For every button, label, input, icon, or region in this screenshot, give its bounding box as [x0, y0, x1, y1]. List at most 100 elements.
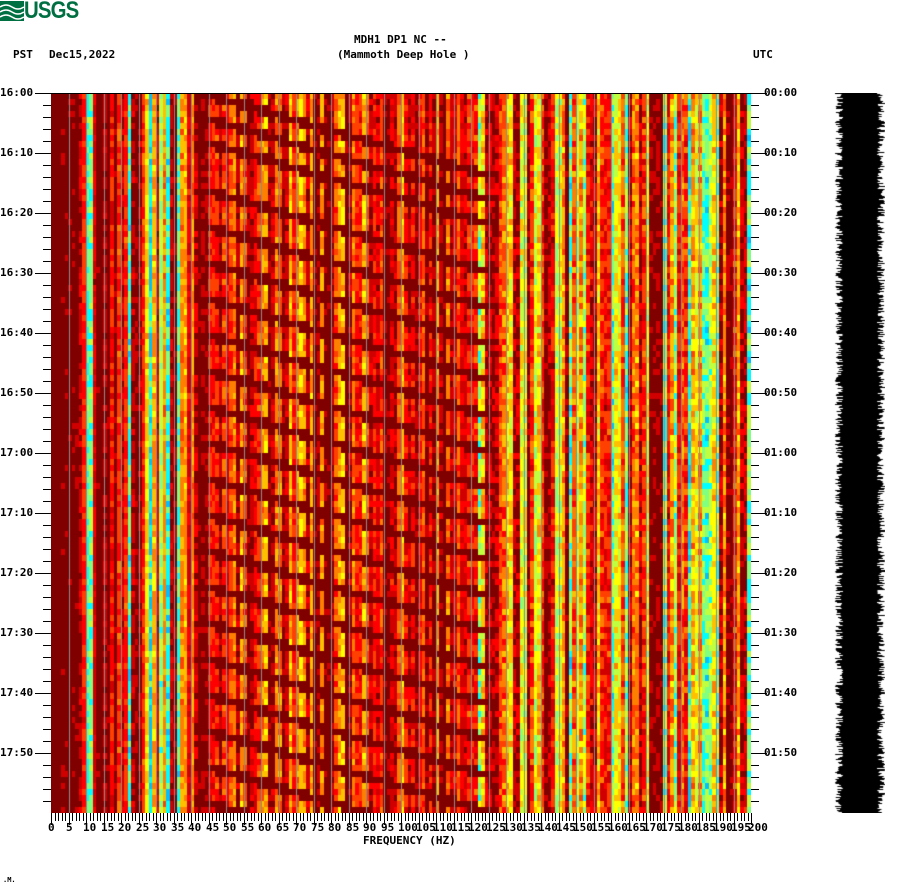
x-tick: [163, 813, 164, 821]
x-tick: [562, 813, 563, 821]
plot-frame: [51, 93, 751, 813]
y-tick-right: [751, 729, 759, 730]
x-tick: [576, 813, 577, 825]
y-tick-right: [751, 345, 759, 346]
x-tick: [706, 813, 707, 821]
x-tick: [510, 813, 511, 821]
x-tick: [391, 813, 392, 821]
x-tick: [86, 813, 87, 825]
x-tick: [496, 813, 497, 821]
x-tick: [503, 813, 504, 821]
x-tick: [97, 813, 98, 821]
x-tick: [296, 813, 297, 825]
x-tick: [380, 813, 381, 821]
x-tick-label: 75: [311, 821, 325, 834]
y-tick-label-left: 16:10: [0, 146, 34, 159]
y-tick-left: [43, 165, 51, 166]
x-tick-label: 150: [573, 821, 593, 834]
y-tick-label-right: 01:30: [764, 626, 798, 639]
y-tick-left: [43, 429, 51, 430]
y-tick-left: [43, 201, 51, 202]
y-tick-left: [35, 753, 51, 754]
x-tick: [625, 813, 626, 821]
x-tick: [387, 813, 388, 821]
x-tick-label: 185: [696, 821, 716, 834]
x-tick: [471, 813, 472, 825]
y-tick-right: [751, 153, 767, 154]
x-tick: [121, 813, 122, 825]
y-tick-right: [751, 129, 759, 130]
x-tick: [139, 813, 140, 825]
x-tick: [454, 813, 455, 825]
y-tick-right: [751, 537, 759, 538]
y-tick-right: [751, 105, 759, 106]
y-tick-left: [35, 333, 51, 334]
x-tick: [212, 813, 213, 821]
x-tick: [261, 813, 262, 825]
usgs-logo: USGS: [0, 0, 82, 24]
x-tick-label: 125: [486, 821, 506, 834]
y-tick-left: [43, 717, 51, 718]
x-tick: [741, 813, 742, 821]
x-tick: [188, 813, 189, 821]
x-tick: [184, 813, 185, 821]
y-tick-right: [751, 441, 759, 442]
x-tick: [513, 813, 514, 821]
y-tick-left: [43, 345, 51, 346]
x-tick: [118, 813, 119, 821]
y-tick-right: [751, 621, 759, 622]
x-tick: [580, 813, 581, 821]
x-tick-label: 100: [398, 821, 418, 834]
x-tick: [555, 813, 556, 821]
x-tick: [622, 813, 623, 821]
y-tick-right: [751, 705, 759, 706]
x-tick: [310, 813, 311, 821]
x-tick-label: 115: [451, 821, 471, 834]
y-tick-right: [751, 513, 767, 514]
y-tick-right: [751, 429, 759, 430]
x-tick: [177, 813, 178, 821]
x-tick: [349, 813, 350, 825]
y-tick-label-right: 00:50: [764, 386, 798, 399]
x-tick: [244, 813, 245, 825]
x-tick: [174, 813, 175, 825]
y-tick-left: [43, 585, 51, 586]
y-tick-right: [751, 657, 759, 658]
y-tick-left: [43, 285, 51, 286]
x-tick-label: 155: [591, 821, 611, 834]
x-tick: [195, 813, 196, 821]
y-tick-left: [43, 477, 51, 478]
x-tick: [328, 813, 329, 821]
x-tick: [282, 813, 283, 821]
x-tick-label: 200: [748, 821, 768, 834]
x-tick: [520, 813, 521, 821]
station-line: MDH1 DP1 NC --: [354, 33, 447, 46]
y-tick-label-left: 17:10: [0, 506, 34, 519]
y-tick-left: [43, 669, 51, 670]
y-tick-left: [43, 177, 51, 178]
y-tick-right: [751, 693, 767, 694]
x-tick: [321, 813, 322, 821]
y-tick-label-left: 16:30: [0, 266, 34, 279]
x-tick: [114, 813, 115, 821]
y-tick-left: [35, 573, 51, 574]
y-tick-left: [43, 189, 51, 190]
x-tick: [412, 813, 413, 821]
x-tick: [373, 813, 374, 821]
x-tick-label: 60: [258, 821, 272, 834]
y-tick-label-left: 17:40: [0, 686, 34, 699]
x-tick-label: 165: [626, 821, 646, 834]
x-tick: [450, 813, 451, 821]
y-tick-label-right: 00:30: [764, 266, 798, 279]
x-tick: [748, 813, 749, 821]
x-tick-label: 145: [556, 821, 576, 834]
y-tick-right: [751, 549, 759, 550]
x-tick: [408, 813, 409, 821]
y-tick-right: [751, 93, 767, 94]
y-tick-left: [43, 117, 51, 118]
y-tick-right: [751, 609, 759, 610]
y-tick-right: [751, 777, 759, 778]
x-tick: [160, 813, 161, 821]
x-tick: [167, 813, 168, 821]
y-tick-right: [751, 645, 759, 646]
